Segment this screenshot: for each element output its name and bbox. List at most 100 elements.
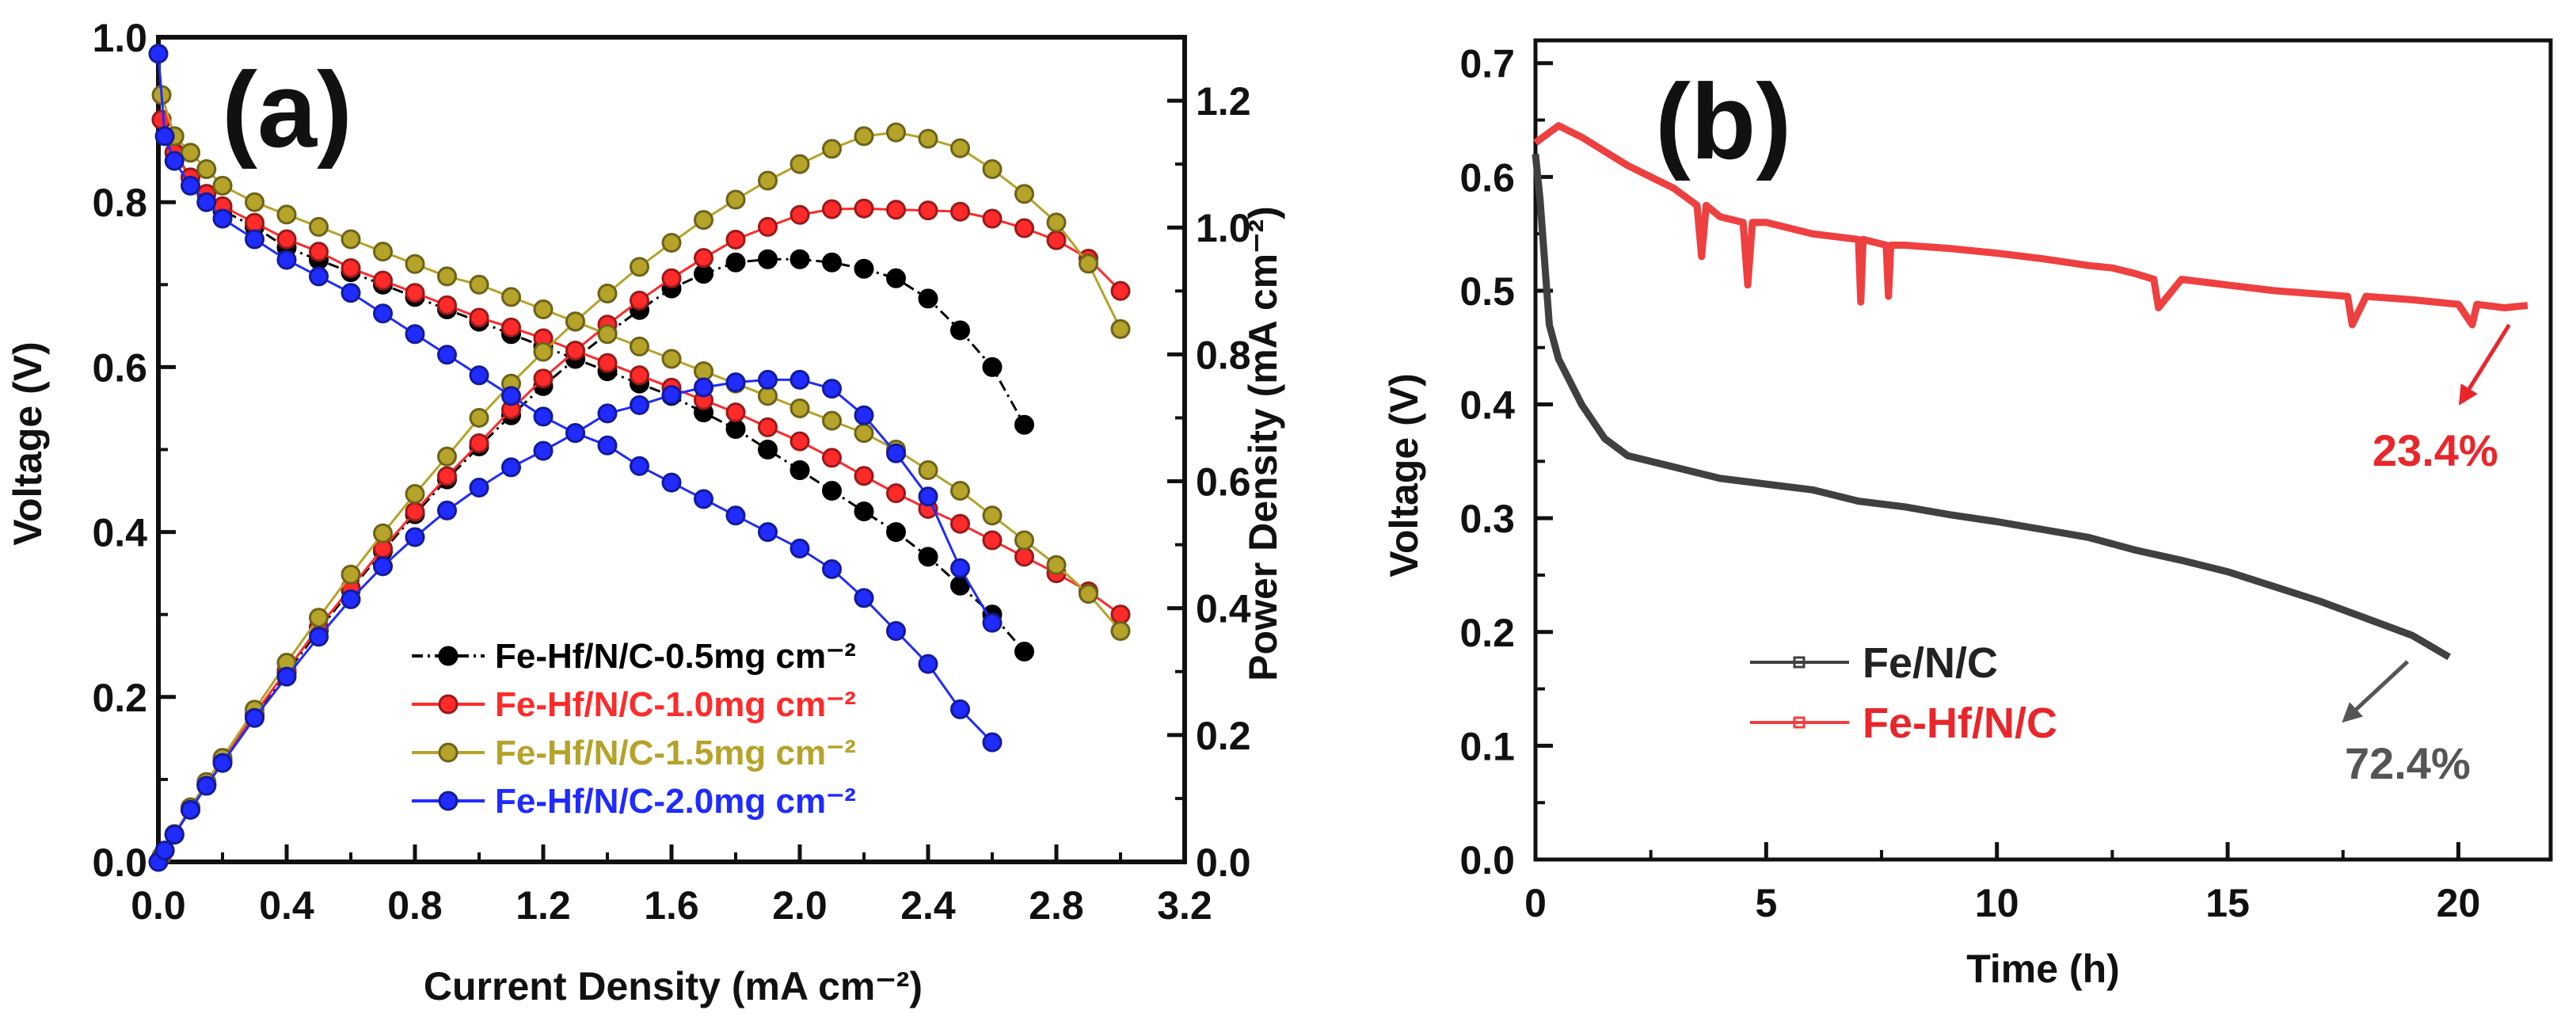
voltage-point (1014, 642, 1034, 662)
power-point (154, 841, 175, 861)
voltage-point (245, 192, 264, 212)
power-point (822, 252, 842, 273)
power-point (982, 159, 1003, 180)
voltage-point (822, 481, 842, 501)
annotation-arrow (2458, 323, 2511, 406)
voltage-point (1014, 547, 1034, 567)
voltage-point (1110, 604, 1131, 625)
x-tick-label-a: 0.4 (259, 883, 314, 928)
power-point (694, 377, 713, 398)
voltage-point (154, 126, 175, 147)
voltage-point (822, 410, 842, 431)
power-point (918, 486, 938, 507)
power-point (725, 372, 746, 393)
voltage-point (1046, 555, 1067, 575)
legend-marker-a (438, 646, 459, 666)
power-point (1046, 230, 1067, 250)
power-point (982, 208, 1003, 229)
power-point (565, 311, 585, 332)
voltage-point (854, 423, 874, 444)
y-tick-label-a: 1.0 (92, 16, 147, 60)
power-point (790, 369, 810, 390)
power-point (533, 341, 554, 362)
y-tick-label-b: 0.0 (1459, 838, 1515, 882)
voltage-point (533, 299, 554, 320)
y2-tick-label-a: 0.8 (1196, 333, 1251, 377)
power-point (164, 825, 185, 845)
y-tick-label-b: 0.4 (1459, 383, 1515, 428)
panel-label-b: (b) (1655, 62, 1791, 181)
voltage-point (1110, 621, 1131, 642)
power-point (790, 154, 810, 174)
voltage-point (982, 732, 1003, 753)
power-point (822, 139, 842, 159)
power-point (982, 356, 1003, 377)
voltage-point (854, 466, 874, 486)
voltage-point (854, 588, 874, 608)
power-point (405, 484, 425, 505)
voltage-point (630, 336, 649, 356)
power-point (437, 466, 457, 486)
voltage-point (212, 175, 233, 196)
legend-marker-b (1793, 716, 1805, 729)
y-tick-label-b: 0.7 (1459, 42, 1515, 86)
power-point (822, 199, 842, 219)
voltage-point (373, 270, 393, 291)
power-point (1110, 280, 1131, 301)
power-point (790, 249, 810, 269)
power-point (597, 403, 618, 424)
power-point (694, 248, 713, 269)
power-point (918, 128, 938, 149)
y2-tick-label-a: 0.2 (1196, 714, 1251, 758)
voltage-point (918, 654, 938, 674)
voltage-point (341, 229, 361, 250)
voltage-point (982, 530, 1003, 551)
x-tick-label-a: 3.2 (1157, 883, 1212, 928)
y-tick-label-a: 0.6 (92, 345, 147, 390)
y2-tick-label-a: 1.0 (1196, 206, 1251, 250)
voltage-point (533, 406, 554, 427)
x-tick-label-b: 10 (1975, 881, 2019, 925)
voltage-point (725, 418, 746, 439)
voltage-point (405, 254, 425, 274)
power-point (405, 501, 425, 522)
voltage-point (630, 456, 649, 476)
power-point (309, 608, 329, 628)
power-point (405, 527, 425, 547)
voltage-point (196, 192, 217, 212)
y-tick-label-b: 0.6 (1459, 155, 1515, 200)
power-point (309, 627, 329, 647)
voltage-point (501, 287, 521, 307)
voltage-point (196, 159, 217, 180)
voltage-point (437, 345, 457, 365)
voltage-point (245, 229, 264, 250)
power-point (565, 341, 585, 361)
y-tick-label-b: 0.2 (1459, 611, 1515, 655)
y-tick-label-b: 0.5 (1459, 269, 1515, 314)
legend-marker-a (438, 742, 459, 763)
voltage-point (886, 621, 906, 642)
voltage-point (758, 386, 778, 406)
power-point (469, 407, 489, 428)
x-tick-label-b: 5 (1755, 881, 1777, 925)
power-point (212, 753, 233, 773)
x-tick-label-a: 0.0 (131, 883, 186, 928)
power-point (822, 379, 842, 399)
x-axis-title-a: Current Density (mA cm⁻²) (424, 964, 923, 1008)
voltage-point (437, 295, 457, 315)
power-point (661, 268, 682, 288)
voltage-point (854, 501, 874, 522)
power-point (341, 564, 361, 585)
voltage-point (950, 513, 970, 534)
voltage-point (597, 324, 618, 345)
x-tick-label-a: 2.4 (900, 883, 956, 928)
y-tick-label-a: 0.2 (92, 676, 147, 720)
power-point (437, 446, 457, 467)
y-tick-label-b: 0.1 (1459, 724, 1515, 768)
voltage-point (918, 460, 938, 481)
x-tick-label-b: 20 (2437, 881, 2481, 925)
voltage-point (597, 353, 618, 373)
voltage-point (822, 558, 842, 579)
power-point (758, 249, 778, 269)
